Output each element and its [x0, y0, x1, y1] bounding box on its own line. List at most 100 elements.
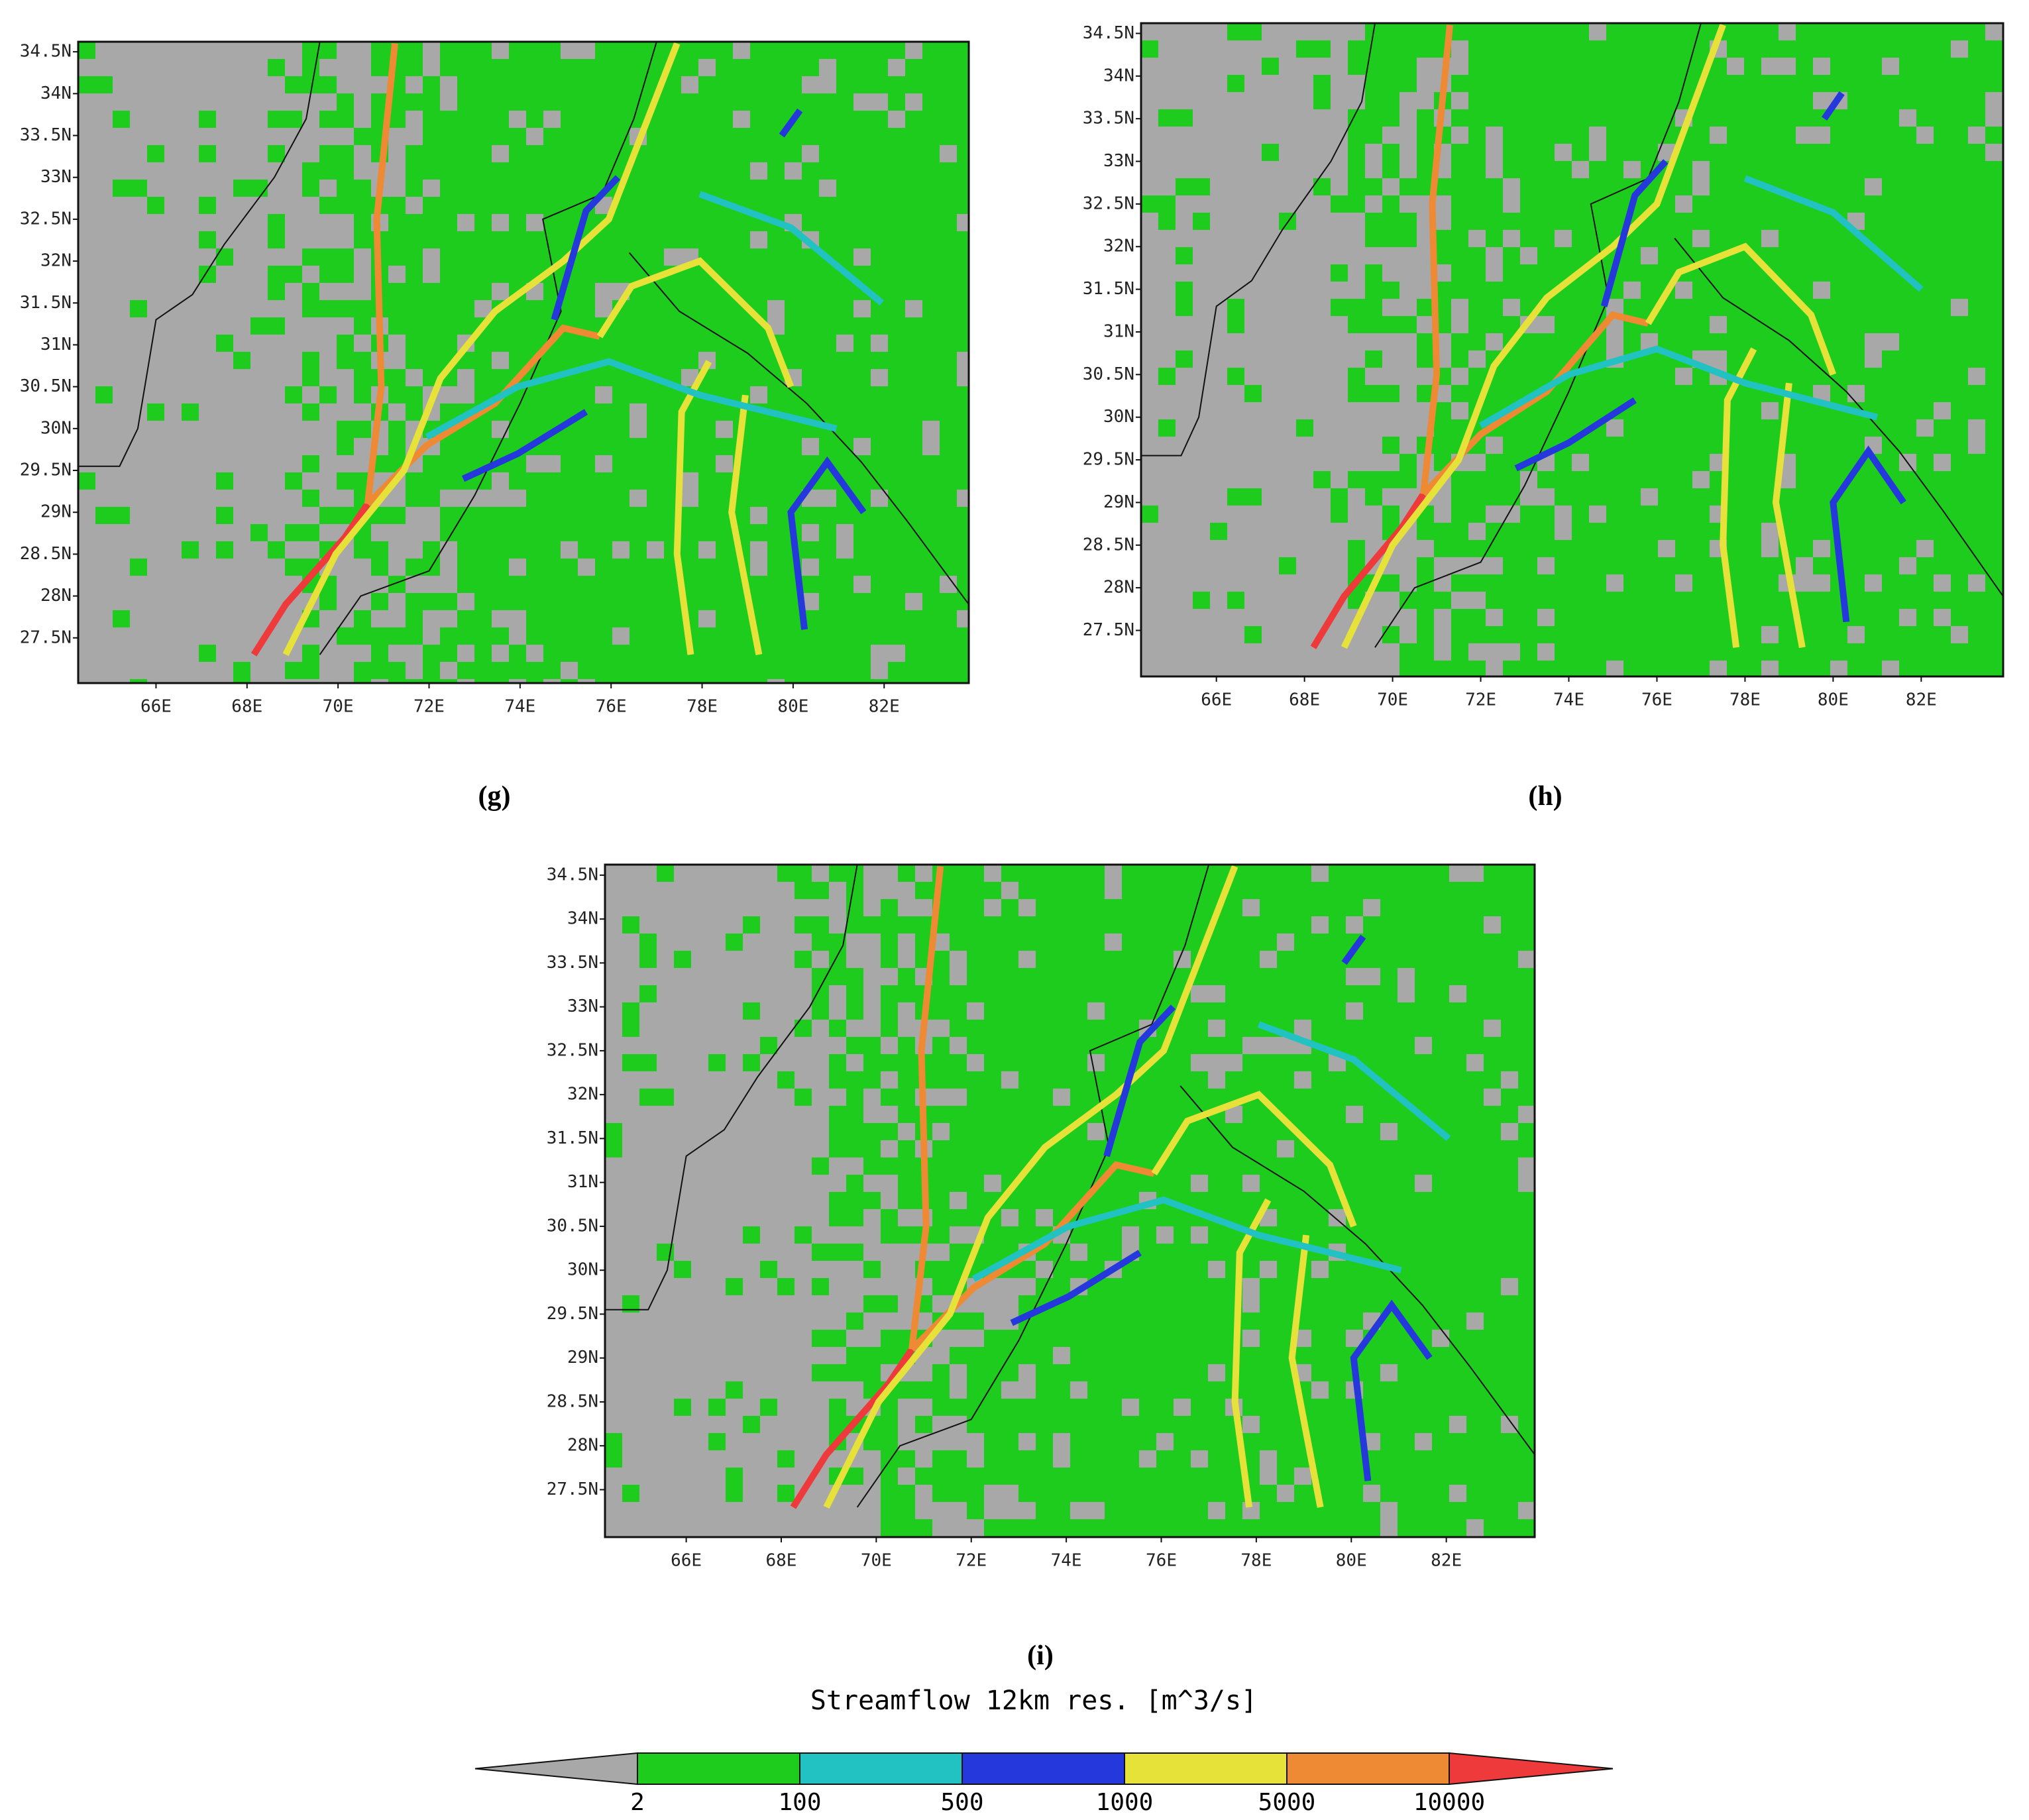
lon-tick-label: 70E: [861, 1551, 892, 1571]
land-cell: [1398, 1416, 1415, 1433]
land-cell: [1432, 1416, 1449, 1433]
land-cell: [888, 180, 905, 197]
land-cell: [1311, 1416, 1329, 1433]
lat-tick-label: 29N: [567, 1348, 598, 1367]
land-cell: [1277, 1071, 1294, 1089]
land-cell: [940, 421, 957, 438]
land-cell: [440, 593, 457, 610]
land-cell: [905, 645, 922, 662]
land-cell: [1501, 1106, 1518, 1123]
land-cell: [1449, 1037, 1466, 1054]
land-cell: [1658, 609, 1675, 626]
land-cell: [1018, 1330, 1036, 1347]
land-cell: [1658, 437, 1675, 454]
land-cell: [1761, 40, 1779, 58]
land-cell: [492, 662, 509, 679]
land-cell: [216, 248, 233, 266]
land-cell: [1572, 471, 1589, 488]
land-cell: [1415, 1020, 1432, 1037]
land-cell: [1277, 1399, 1294, 1416]
land-cell: [1675, 178, 1692, 195]
land-cell: [1415, 1209, 1432, 1226]
land-cell: [302, 248, 319, 266]
land-cell: [967, 968, 984, 985]
land-cell: [1105, 1519, 1122, 1536]
land-cell: [1779, 661, 1796, 676]
land-cell: [1348, 178, 1365, 195]
land-cell: [1432, 1519, 1449, 1536]
land-cell: [812, 934, 829, 951]
land-cell: [664, 128, 681, 145]
land-cell: [216, 335, 233, 352]
land-cell: [1985, 161, 2002, 178]
land-cell: [898, 1037, 915, 1054]
land-cell: [1692, 609, 1710, 626]
land-cell: [1710, 92, 1727, 109]
land-cell: [1191, 1433, 1208, 1450]
land-cell: [595, 42, 612, 59]
land-cell: [1865, 385, 1882, 402]
land-cell: [1363, 1140, 1380, 1157]
land-cell: [1417, 161, 1434, 178]
land-cell: [1623, 626, 1641, 643]
land-cell: [1503, 437, 1520, 454]
land-cell: [957, 283, 969, 300]
land-cell: [595, 128, 612, 145]
lat-tick-label: 30.5N: [20, 376, 72, 396]
land-cell: [888, 472, 905, 490]
land-cell: [898, 1226, 915, 1244]
land-cell: [1606, 75, 1623, 92]
land-cell: [1727, 75, 1744, 92]
land-cell: [1208, 1157, 1225, 1175]
land-cell: [1916, 178, 1934, 195]
land-cell: [846, 968, 863, 985]
lon-tick-label: 70E: [1377, 690, 1408, 710]
land-cell: [932, 1157, 950, 1175]
land-cell: [1191, 1192, 1208, 1209]
land-cell: [932, 1002, 950, 1020]
land-cell: [984, 1106, 1001, 1123]
land-cell: [767, 145, 785, 162]
land-cell: [1934, 333, 1951, 350]
land-cell: [1710, 195, 1727, 213]
land-cell: [1968, 540, 1985, 557]
land-cell: [371, 645, 388, 662]
land-cell: [836, 145, 853, 162]
land-cell: [871, 524, 888, 541]
land-cell: [1518, 1295, 1535, 1312]
land-cell: [1865, 144, 1882, 161]
land-cell: [1466, 1123, 1484, 1140]
land-cell: [406, 42, 423, 59]
land-cell: [578, 455, 595, 472]
land-cell: [1623, 75, 1641, 92]
land-cell: [474, 679, 492, 683]
land-cell: [1036, 1054, 1053, 1071]
land-cell: [1001, 1450, 1018, 1468]
land-cell: [1985, 419, 2002, 437]
land-cell: [1225, 916, 1242, 934]
land-cell: [1294, 882, 1311, 899]
land-cell: [1432, 1192, 1449, 1209]
land-cell: [922, 93, 940, 111]
land-cell: [1555, 316, 1572, 333]
land-cell: [1329, 1226, 1346, 1244]
land-cell: [1572, 609, 1589, 626]
land-cell: [698, 662, 716, 679]
land-cell: [1417, 350, 1434, 368]
land-cell: [1537, 92, 1555, 109]
land-cell: [1053, 1106, 1070, 1123]
land-cell: [1968, 161, 1985, 178]
land-cell: [509, 248, 526, 266]
land-cell: [1432, 882, 1449, 899]
land-cell: [1191, 1261, 1208, 1278]
land-cell: [1225, 985, 1242, 1002]
lat-tick-label: 33N: [1103, 151, 1134, 171]
land-cell: [1641, 454, 1658, 471]
land-cell: [1399, 23, 1417, 40]
land-cell: [1951, 574, 1968, 592]
land-cell: [836, 369, 853, 386]
land-cell: [1277, 1502, 1294, 1519]
river: [1257, 1021, 1451, 1142]
land-cell: [888, 162, 905, 180]
land-cell: [1001, 899, 1018, 916]
